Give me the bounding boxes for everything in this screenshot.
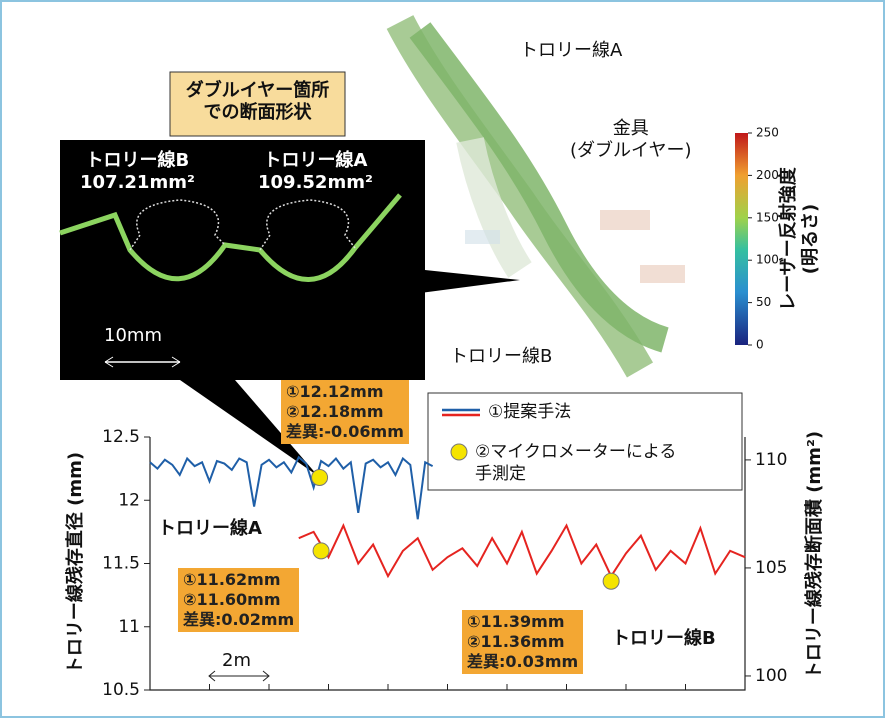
colorbar-tick-label: 100: [756, 253, 779, 267]
scale-label: 10mm: [104, 325, 162, 347]
y-tick-label: 12.5: [102, 427, 140, 447]
section-title: ダブルイヤー箇所 での断面形状: [180, 80, 335, 124]
y-tick-label: 12: [118, 490, 140, 510]
label-a: トロリー線A: [158, 518, 262, 540]
legend-label: ①提案手法: [488, 401, 571, 423]
section-label: トロリー線A 109.52mm²: [258, 150, 373, 194]
colorbar-tick-label: 200: [756, 168, 779, 182]
annotation: ①11.62mm ②11.60mm 差異:0.02mm: [178, 568, 299, 632]
scale-bar-label: 2m: [222, 650, 251, 672]
label: トロリー線B: [450, 346, 552, 368]
canvas: ①提案手法 10.5 11 11.5 12 12.5 100 105 110 0 50 100 150…: [0, 0, 885, 718]
annotation: ①11.39mm ②11.36mm 差異:0.03mm: [462, 610, 583, 674]
legend-marker: [451, 444, 467, 460]
label: トロリー線A: [520, 40, 622, 62]
colorbar-label: レーザー反射強度 (明るさ): [778, 119, 822, 359]
y2-tick-label: 110: [755, 450, 787, 470]
y-tick-label: 11.5: [102, 554, 140, 574]
colorbar: [735, 133, 748, 345]
measure-point: [312, 469, 328, 485]
measure-point: [603, 573, 619, 589]
colorbar-tick-label: 250: [756, 126, 779, 140]
colorbar-tick-label: 0: [756, 338, 764, 352]
label-b: トロリー線B: [612, 628, 716, 650]
measure-point: [313, 543, 329, 559]
series-line: [150, 457, 433, 519]
series-line: [299, 526, 745, 577]
point-cloud: [400, 22, 685, 370]
section-label: トロリー線B 107.21mm²: [80, 150, 195, 194]
y2-tick-label: 100: [755, 666, 787, 686]
y2-axis-label: トロリー線残存断面積 (mm²): [804, 395, 826, 715]
pointer: [405, 270, 520, 295]
y-tick-label: 10.5: [102, 680, 140, 700]
legend-label: ②マイクロメーターによる 手測定: [475, 441, 676, 485]
annotation: ①12.12mm ②12.18mm 差異:-0.06mm: [281, 380, 409, 444]
y2-tick-label: 105: [755, 558, 787, 578]
y-tick-label: 11: [118, 617, 140, 637]
colorbar-tick-label: 150: [756, 210, 779, 224]
scale-bar: [209, 671, 269, 681]
colorbar-tick-label: 50: [756, 295, 771, 309]
label: 金具 (ダブルイヤー): [570, 118, 692, 162]
figure: ①提案手法 10.5 11 11.5 12 12.5 100 105 110 0 50 100 150…: [0, 0, 885, 718]
y-axis-label: トロリー線残存直径 (mm): [65, 413, 87, 713]
